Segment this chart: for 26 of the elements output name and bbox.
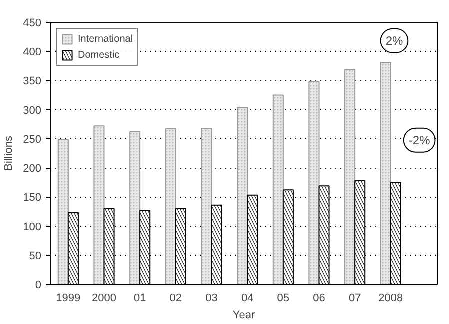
y-tick-label: 50 [29, 250, 42, 262]
x-tick-label: 03 [206, 292, 218, 304]
x-tick-label: 04 [241, 292, 254, 304]
y-tick-label: 350 [23, 76, 42, 88]
x-tick-label: 2008 [378, 292, 404, 304]
legend-label: Domestic [78, 50, 120, 60]
y-tick-label: 300 [23, 104, 42, 117]
x-axis-title: Year [232, 310, 256, 322]
x-tick-label: 1999 [56, 292, 81, 304]
x-tick-label: 07 [348, 292, 362, 304]
x-tick-label: 05 [277, 292, 290, 304]
y-tick-label: 200 [23, 163, 42, 176]
y-tick-label: 150 [23, 192, 42, 204]
y-tick-label: 400 [23, 46, 42, 59]
x-tick-label: 02 [170, 292, 182, 304]
y-tick-label: 0 [35, 280, 42, 292]
x-tick-label: 06 [313, 292, 326, 304]
y-tick-label: 100 [23, 221, 42, 234]
annotation: -2% [408, 133, 431, 148]
x-tick-label: 2000 [92, 292, 116, 304]
y-tick-label: 250 [23, 134, 42, 146]
y-axis-title: Billions [3, 136, 16, 171]
legend-label: International [78, 34, 134, 44]
y-tick-label: 450 [23, 18, 42, 30]
annotation: 2% [386, 34, 404, 48]
x-tick-label: 01 [134, 292, 146, 304]
